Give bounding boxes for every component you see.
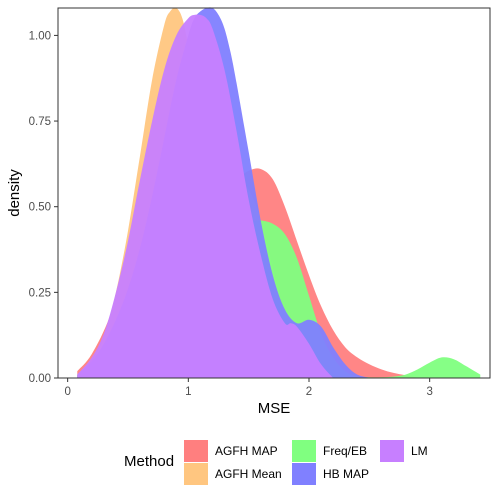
legend-swatch [184, 463, 208, 485]
legend-item-agfh-map: AGFH MAP [184, 440, 278, 462]
legend-swatch [292, 440, 316, 462]
x-tick-label: 3 [426, 386, 432, 398]
legend-label: Freq/EB [323, 444, 368, 458]
density-areas [77, 7, 481, 379]
legend-item-freq-eb: Freq/EB [292, 440, 367, 462]
legend-label: AGFH Mean [215, 467, 282, 481]
axis-ticks: 0 1 2 3 0.00 0.25 0.50 0.75 1.00 [29, 30, 433, 398]
y-tick-label: 1.00 [29, 30, 51, 42]
legend-swatch [292, 463, 316, 485]
x-tick-label: 1 [185, 386, 191, 398]
legend-label: AGFH MAP [215, 444, 278, 458]
legend-item-agfh-mean: AGFH Mean [184, 463, 282, 485]
y-tick-label: 0.00 [29, 373, 51, 385]
density-area-lm [77, 14, 334, 378]
legend: Method AGFH MAP AGFH Mean Freq/EB HB MAP LM [124, 436, 494, 488]
y-axis-title: density [6, 169, 23, 217]
x-tick-label: 0 [64, 386, 70, 398]
legend-item-hb-map: HB MAP [292, 463, 369, 485]
x-tick-label: 2 [306, 386, 312, 398]
legend-label: LM [411, 444, 428, 458]
y-tick-label: 0.50 [29, 202, 51, 214]
panel-border [57, 7, 491, 379]
legend-title: Method [124, 453, 175, 470]
legend-swatch [380, 440, 404, 462]
legend-label: HB MAP [323, 467, 370, 481]
y-tick-label: 0.75 [29, 116, 51, 128]
legend-swatch [184, 440, 208, 462]
x-axis-title: MSE [258, 400, 291, 417]
density-chart: 0 1 2 3 0.00 0.25 0.50 0.75 1.00 MSE density [6, 7, 491, 417]
y-tick-label: 0.25 [29, 287, 51, 299]
legend-item-lm: LM [380, 440, 428, 462]
